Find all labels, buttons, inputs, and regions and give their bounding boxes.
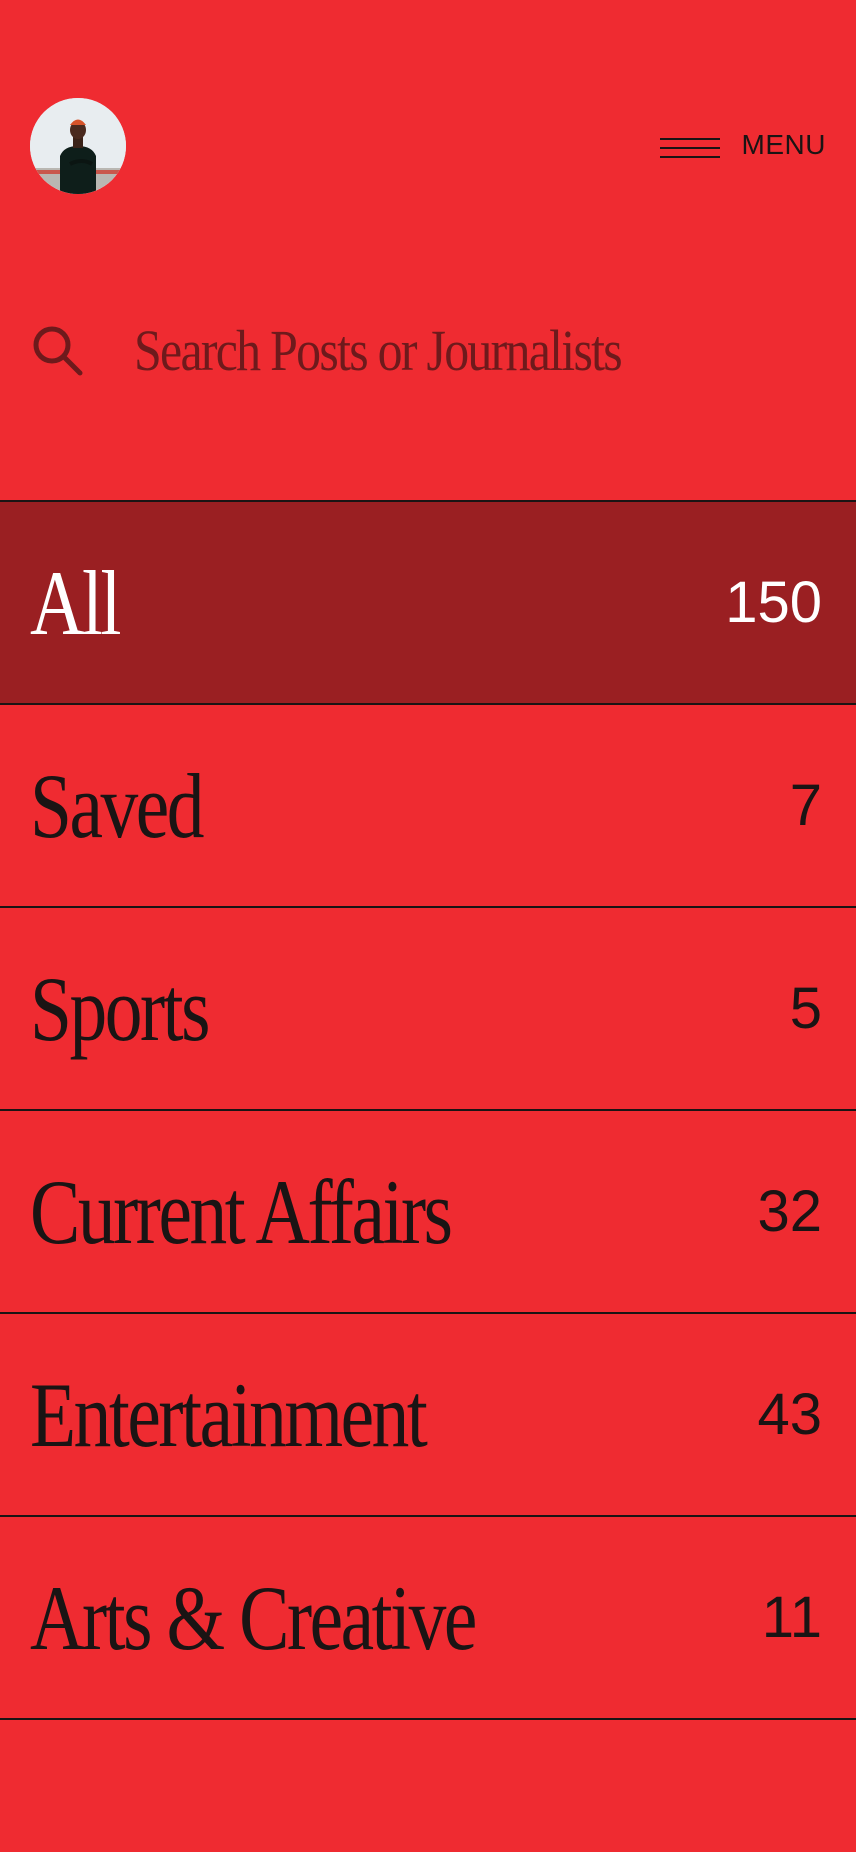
search-input[interactable] <box>134 316 719 384</box>
menu-label: MENU <box>741 129 826 160</box>
category-item-all[interactable]: All 150 <box>0 502 856 705</box>
avatar[interactable] <box>30 98 126 194</box>
category-label: Current Affairs <box>30 1160 453 1263</box>
category-count: 11 <box>761 1584 822 1650</box>
category-label: Sports <box>30 957 211 1060</box>
category-item-arts-creative[interactable]: Arts & Creative 11 <box>0 1517 856 1720</box>
category-count: 32 <box>757 1178 822 1244</box>
category-count: 7 <box>789 772 822 838</box>
avatar-photo-icon <box>30 98 126 194</box>
category-list: All 150 Saved 7 Sports 5 Current Affairs… <box>0 500 856 1720</box>
category-label: All <box>30 551 121 654</box>
category-label: Arts & Creative <box>30 1566 477 1669</box>
search-bar <box>30 310 826 390</box>
app-header: MENU <box>0 0 856 260</box>
search-icon[interactable] <box>30 323 84 377</box>
menu-button[interactable]: MENU <box>659 122 826 168</box>
category-item-saved[interactable]: Saved 7 <box>0 705 856 908</box>
category-item-entertainment[interactable]: Entertainment 43 <box>0 1314 856 1517</box>
category-item-current-affairs[interactable]: Current Affairs 32 <box>0 1111 856 1314</box>
category-count: 5 <box>789 975 822 1041</box>
category-item-sports[interactable]: Sports 5 <box>0 908 856 1111</box>
category-label: Entertainment <box>30 1363 428 1466</box>
category-count: 43 <box>757 1381 822 1447</box>
category-label: Saved <box>30 754 205 857</box>
hamburger-icon <box>659 130 720 160</box>
category-count: 150 <box>725 569 822 635</box>
